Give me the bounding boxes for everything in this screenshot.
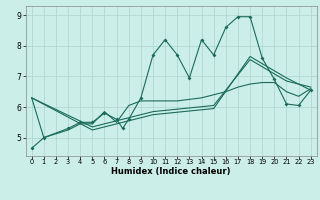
X-axis label: Humidex (Indice chaleur): Humidex (Indice chaleur) <box>111 167 231 176</box>
